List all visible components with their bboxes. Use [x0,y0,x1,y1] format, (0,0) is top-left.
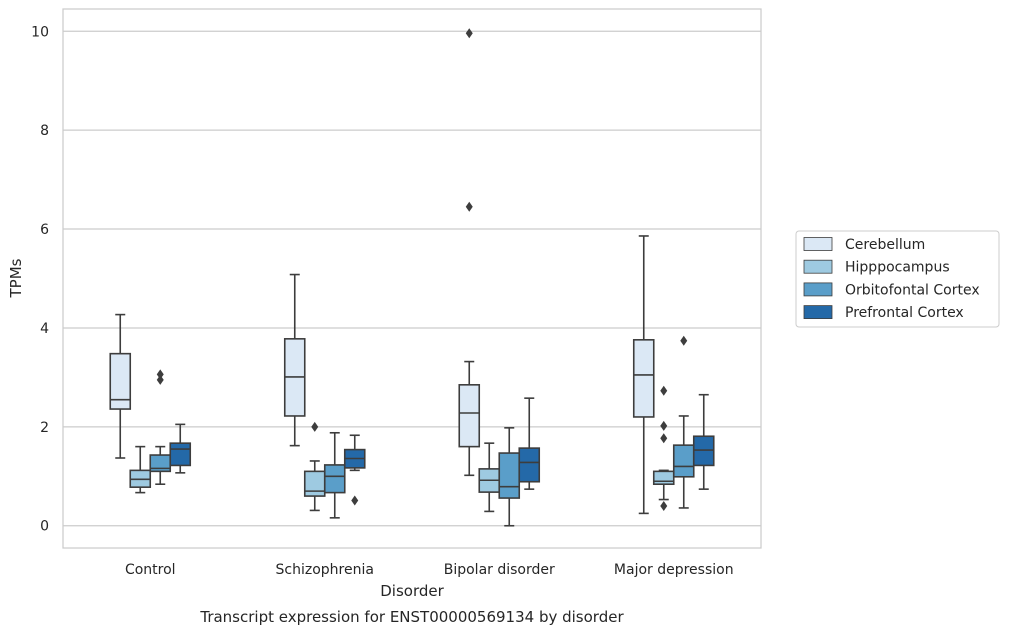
box-iqr [109,352,132,410]
y-tick-label: 6 [40,222,49,238]
flier-point [351,495,359,506]
flier-point [660,385,668,396]
y-axis-label: TPMs [7,258,25,298]
box-iqr [672,444,695,478]
box-prefrontal-cortex [169,423,192,474]
box-prefrontal-cortex [692,393,715,490]
box-cerebellum [632,235,655,515]
box-prefrontal-cortex [343,434,366,506]
box-iqr [518,447,541,483]
flier-point [156,374,164,385]
y-tick-label: 10 [31,24,49,40]
x-tick-label: Major depression [614,562,734,578]
box-cerebellum [283,273,306,447]
box-iqr [323,464,346,494]
box-hipppocampus [303,421,326,512]
x-tick-label: Schizophrenia [276,562,374,578]
box-iqr [169,442,192,467]
flier-point [465,201,473,212]
box-prefrontal-cortex [518,397,541,490]
plot-frame [62,8,762,549]
box-hipppocampus [129,445,152,494]
x-axis-label: Disorder [380,582,444,600]
box-iqr [632,339,655,418]
flier-point [660,500,668,511]
legend-label: Orbitofontal Cortex [845,282,980,298]
y-axis-ticks: 0 2 4 6 8 10 [31,24,49,534]
box-orbitofontal-cortex [323,431,346,519]
box-hipppocampus [652,385,675,511]
box-iqr [303,470,326,497]
y-tick-label: 8 [40,123,49,139]
x-tick-label: Control [125,562,176,578]
legend-label: Cerebellum [845,237,925,253]
legend-label: Hipppocampus [845,260,950,276]
flier-point [680,335,688,346]
box-cerebellum [458,28,481,477]
y-tick-label: 4 [40,321,49,337]
y-tick-label: 0 [40,519,49,535]
flier-point [465,28,473,39]
legend-swatch [803,282,833,297]
legend-frame [795,230,1000,328]
box-iqr [652,470,675,486]
legend-swatch [803,305,833,320]
x-tick-label: Bipolar disorder [444,562,555,578]
chart-title: Transcript expression for ENST0000056913… [199,608,624,626]
box-groups [109,28,715,527]
box-orbitofontal-cortex [498,427,521,527]
legend-swatch [803,259,833,274]
flier-point [660,420,668,431]
legend: Cerebellum Hipppocampus Orbitofontal Corte… [795,230,1000,328]
flier-point [660,433,668,444]
legend-label: Prefrontal Cortex [845,305,964,321]
gridlines [63,30,761,527]
legend-swatch [803,237,833,251]
x-axis-ticks: Control Schizophrenia Bipolar disorder Majo… [125,562,734,578]
box-iqr [458,384,481,448]
y-tick-label: 2 [40,420,49,436]
box-orbitofontal-cortex [149,369,172,486]
box-orbitofontal-cortex [672,335,695,509]
flier-point [156,369,164,380]
box-cerebellum [109,313,132,459]
flier-point [311,421,319,432]
box-iqr [498,452,521,499]
